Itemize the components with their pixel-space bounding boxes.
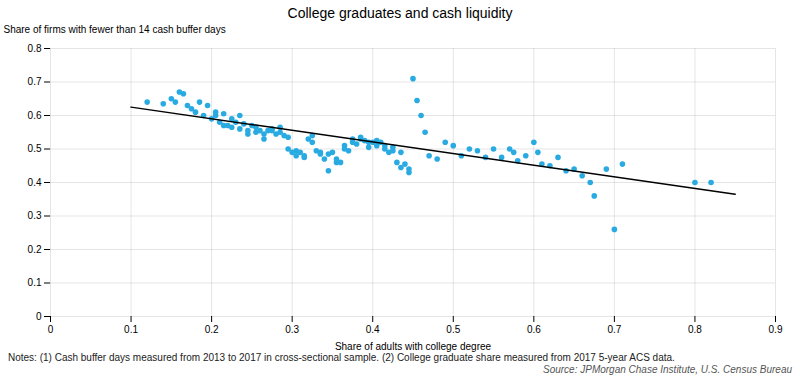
html-text:Notes: (1) Cash buffer days me: Notes: (1) Cash buffer days measured fro… — [8, 352, 675, 363]
svg-text:0.5: 0.5 — [446, 324, 460, 335]
html-text:Source: JPMorgan Chase Institu: Source: JPMorgan Chase Institute, U.S. C… — [543, 364, 792, 375]
svg-text:0.2: 0.2 — [205, 324, 219, 335]
svg-text:0.9: 0.9 — [769, 324, 783, 335]
svg-text:0.1: 0.1 — [28, 277, 42, 288]
svg-text:0.7: 0.7 — [28, 76, 42, 87]
svg-text:0.4: 0.4 — [366, 324, 380, 335]
svg-text:Share of firms with fewer than: Share of firms with fewer than 14 cash b… — [4, 24, 226, 35]
html-text:College graduates and cash liq: College graduates and cash liquidity — [287, 5, 513, 21]
svg-text:0.8: 0.8 — [28, 43, 42, 54]
svg-text:Share of adults with college d: Share of adults with college degree — [335, 341, 492, 352]
svg-text:0.1: 0.1 — [124, 324, 138, 335]
svg-text:0.3: 0.3 — [285, 324, 299, 335]
svg-text:0: 0 — [48, 324, 54, 335]
svg-text:0.5: 0.5 — [28, 143, 42, 154]
svg-text:0.2: 0.2 — [28, 244, 42, 255]
svg-text:0.3: 0.3 — [28, 210, 42, 221]
svg-text:0.6: 0.6 — [28, 110, 42, 121]
svg-text:0.8: 0.8 — [688, 324, 702, 335]
svg-text:0: 0 — [36, 311, 42, 322]
svg-text:0.4: 0.4 — [28, 177, 42, 188]
svg-text:0.6: 0.6 — [527, 324, 541, 335]
svg-text:0.7: 0.7 — [607, 324, 621, 335]
